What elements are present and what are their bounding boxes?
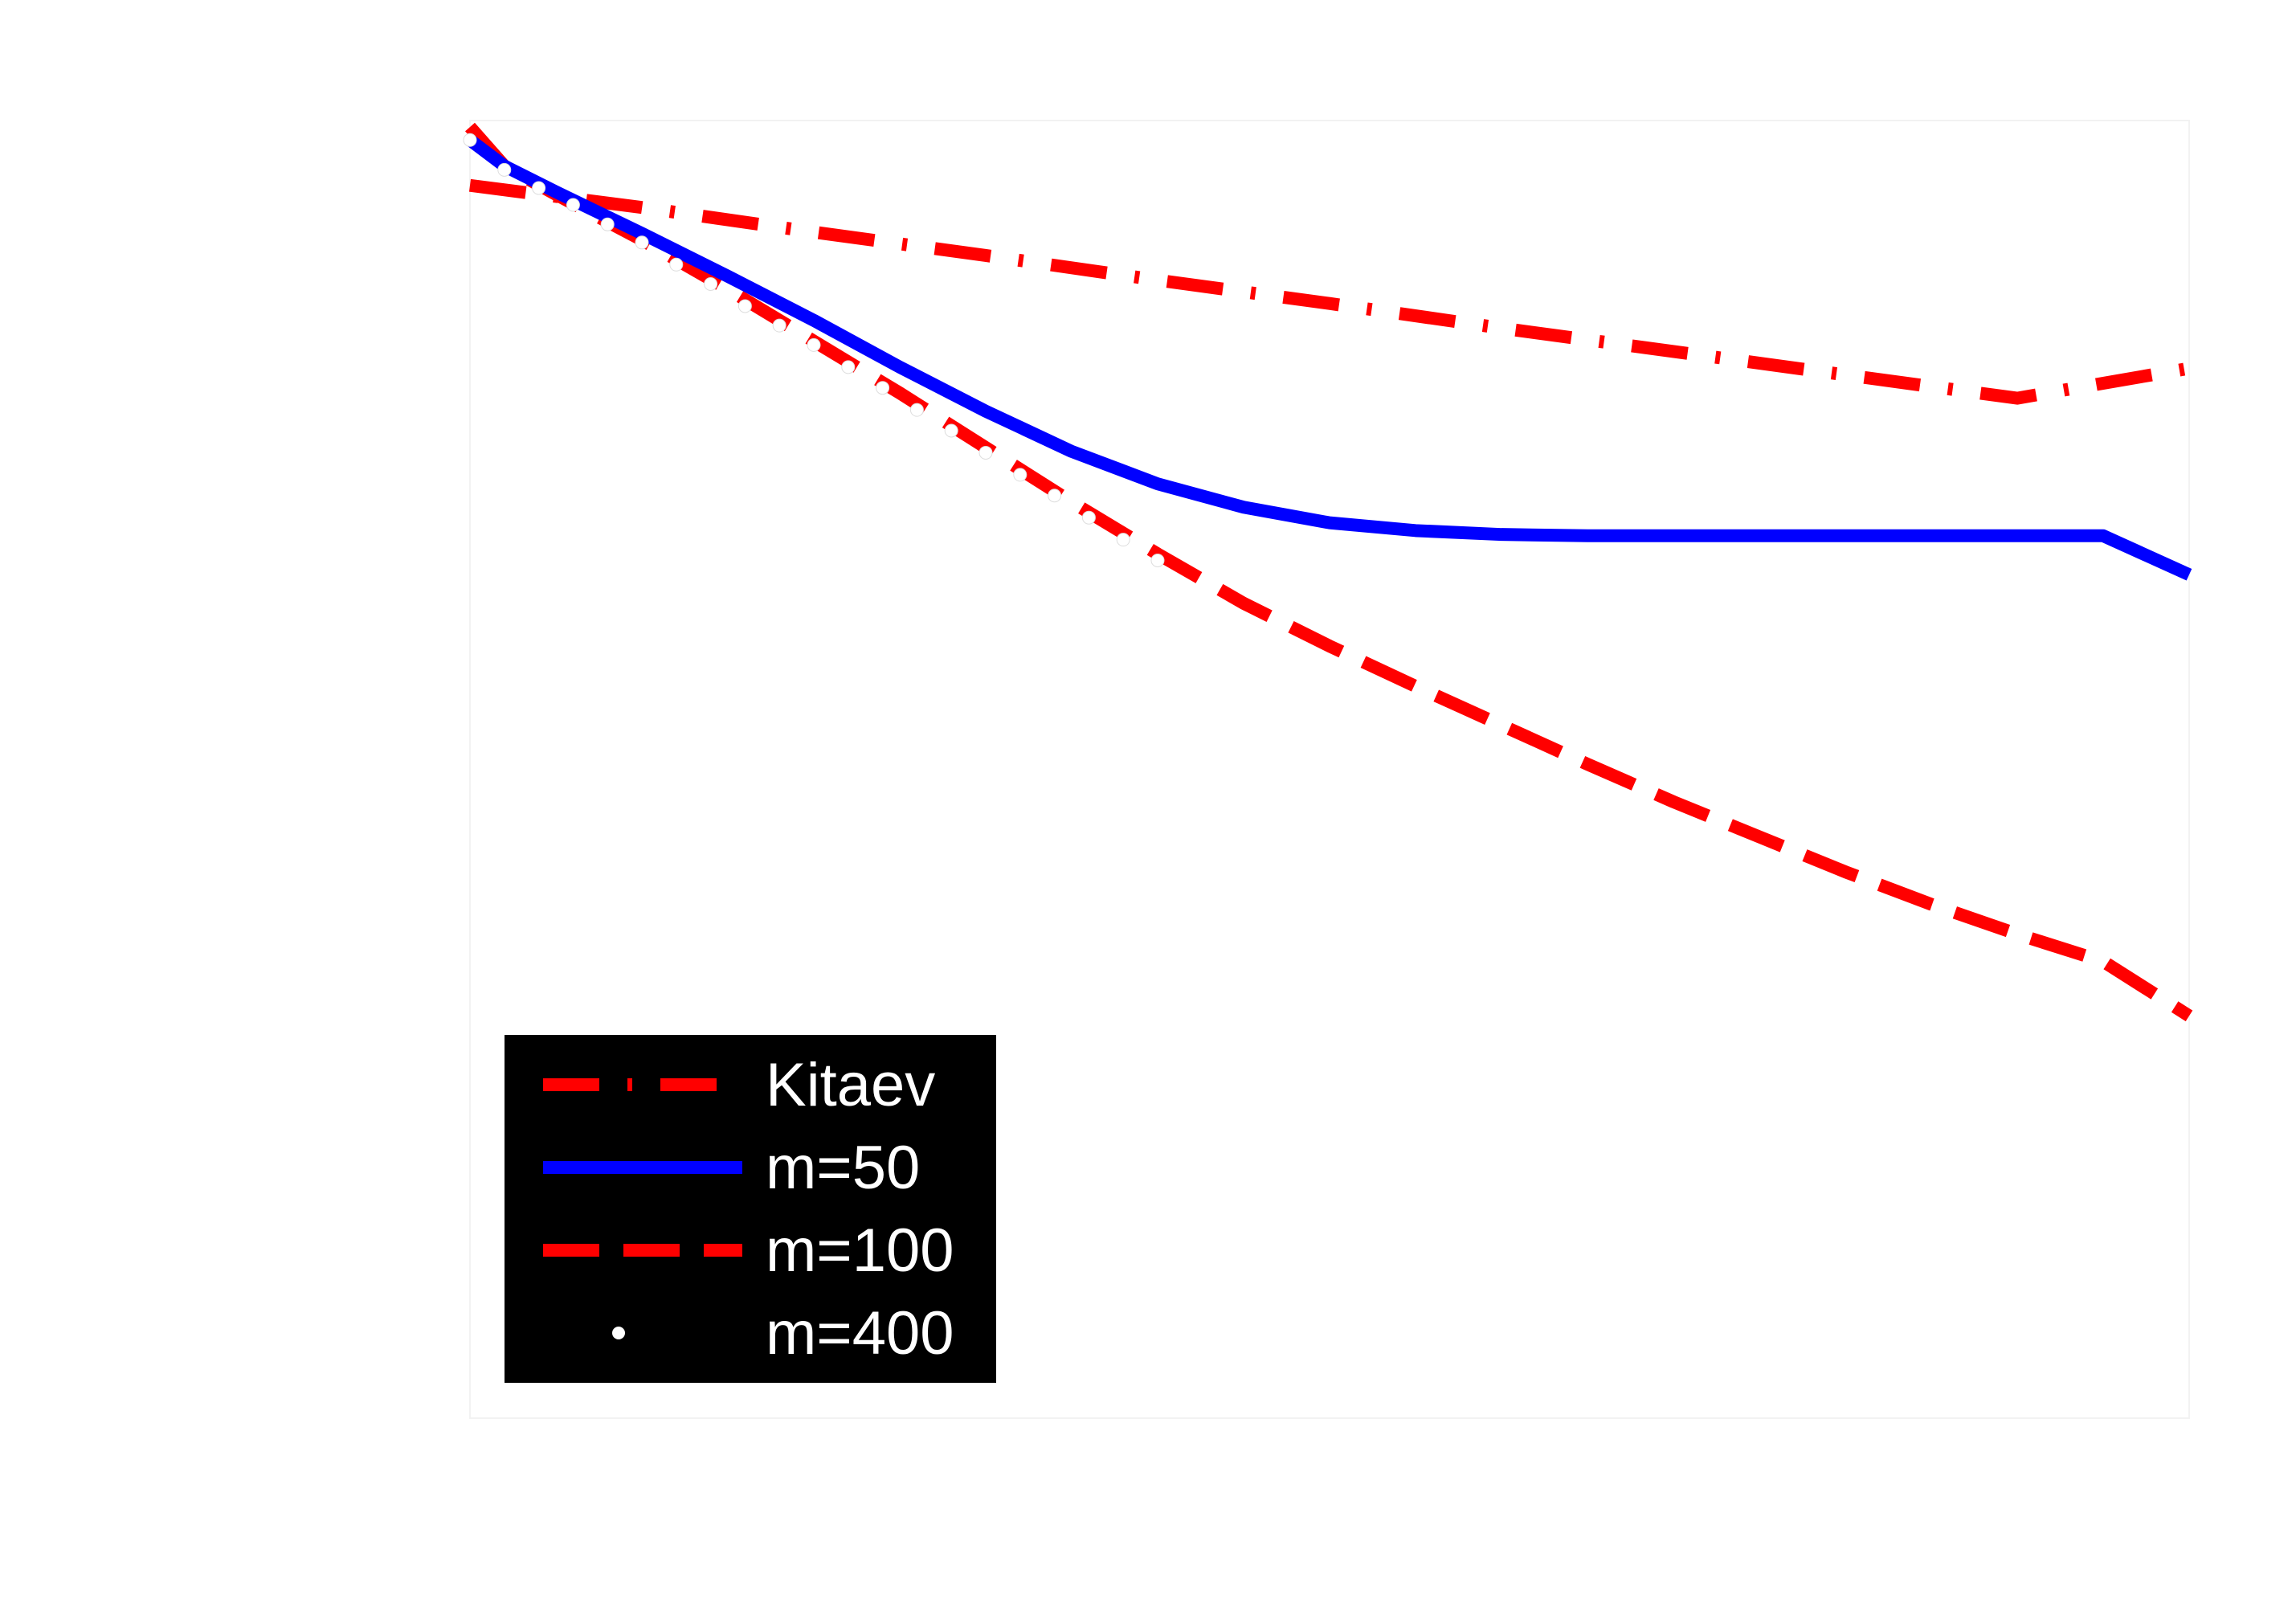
data-point-m-400 <box>600 217 615 231</box>
data-point-m-400 <box>532 181 546 195</box>
legend-box <box>505 1035 996 1383</box>
data-point-m-400 <box>1013 468 1027 482</box>
data-point-m-400 <box>1116 533 1130 547</box>
legend-item-m-50: m=50 <box>543 1134 920 1202</box>
legend-item-m-400: m=400 <box>612 1299 954 1368</box>
data-point-m-400 <box>1048 489 1062 503</box>
data-point-m-400 <box>1081 510 1096 525</box>
data-point-m-400 <box>944 423 958 438</box>
data-point-m-400 <box>807 337 821 352</box>
data-point-m-400 <box>772 318 786 333</box>
legend-item-kitaev: Kitaev <box>543 1051 935 1119</box>
series-m-400-markers <box>463 133 1165 567</box>
data-point-m-400 <box>737 299 752 313</box>
data-point-m-400 <box>669 257 684 272</box>
data-point-m-400 <box>566 198 580 212</box>
data-point-m-400 <box>1150 553 1165 567</box>
legend: Kitaev m=50 m=100 m=400 <box>505 1035 996 1383</box>
data-point-m-400 <box>909 403 924 417</box>
data-point-m-400 <box>635 235 649 250</box>
legend-swatch-m-400 <box>612 1327 625 1339</box>
series-m-50-line <box>466 134 2192 581</box>
data-point-m-400 <box>463 133 477 147</box>
legend-label-m-100: m=100 <box>766 1216 954 1285</box>
data-point-m-400 <box>497 162 512 177</box>
legend-label-m-50: m=50 <box>766 1134 920 1202</box>
data-point-m-400 <box>876 381 890 395</box>
legend-label-m-400: m=400 <box>766 1299 954 1368</box>
data-point-m-400 <box>704 276 718 291</box>
series-m-100-line <box>465 122 2193 1022</box>
legend-item-m-100: m=100 <box>543 1216 954 1285</box>
plot-area-frame <box>469 120 2190 1419</box>
data-point-m-400 <box>978 445 993 460</box>
data-point-m-400 <box>841 360 856 374</box>
series-kitaev-line <box>468 178 2191 405</box>
legend-label-kitaev: Kitaev <box>766 1051 935 1119</box>
